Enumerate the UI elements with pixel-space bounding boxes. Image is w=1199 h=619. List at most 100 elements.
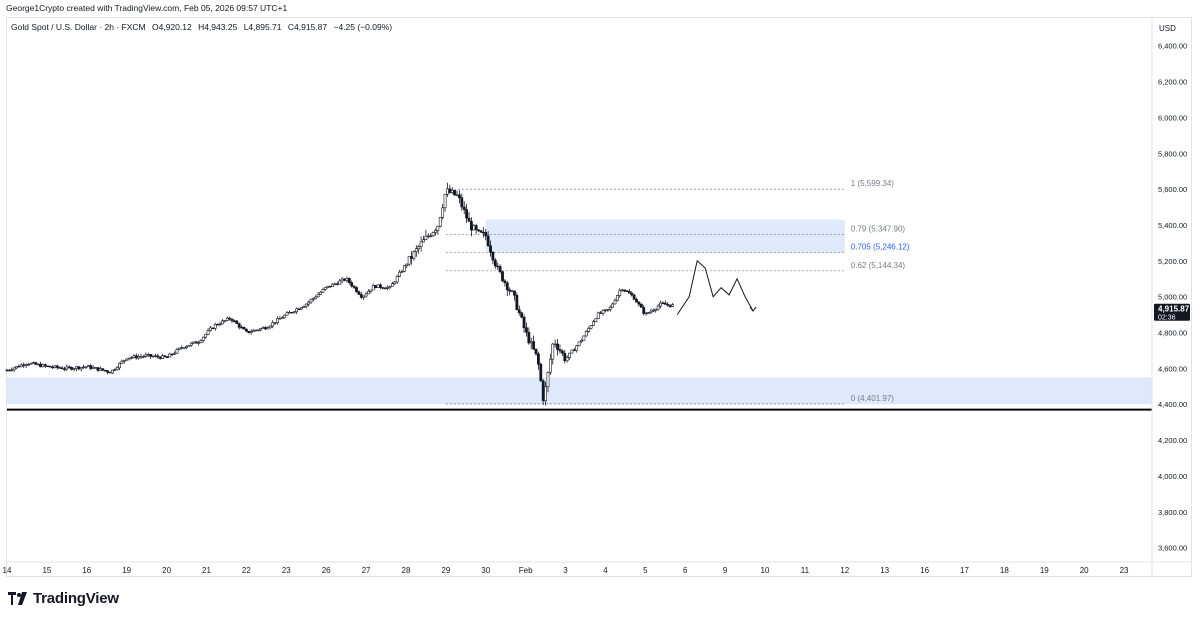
candle-body xyxy=(541,380,545,402)
candle-body xyxy=(314,296,318,299)
candle-body xyxy=(381,287,385,289)
x-tick-label: 20 xyxy=(162,566,171,575)
candle-body xyxy=(19,364,23,368)
x-tick-label: 9 xyxy=(723,566,728,575)
candle-body xyxy=(517,309,521,314)
candle-body xyxy=(548,358,552,373)
candle-body xyxy=(110,369,114,374)
x-tick-label: 26 xyxy=(322,566,331,575)
y-tick-label: 6,000.00 xyxy=(1158,113,1187,122)
candle-body xyxy=(106,370,109,373)
candle-body xyxy=(300,307,303,310)
candle-body xyxy=(53,365,57,368)
candle-body xyxy=(671,304,674,307)
candle-body xyxy=(194,341,198,344)
candle-body xyxy=(15,365,18,369)
candle-body xyxy=(493,259,497,267)
candle-body xyxy=(115,367,119,370)
candle-body xyxy=(429,235,433,237)
candle-body xyxy=(82,366,85,369)
candle-body xyxy=(556,343,559,350)
fib-label: 0 (4,401.97) xyxy=(851,394,894,403)
x-tick-label: 28 xyxy=(402,566,411,575)
change-value: −4.25 (−0.09%) xyxy=(333,22,393,32)
candle-body xyxy=(453,190,457,196)
candle-body xyxy=(659,302,662,307)
candle-body xyxy=(644,312,648,315)
candle-body xyxy=(374,285,378,288)
candle-body xyxy=(165,356,169,359)
candle-body xyxy=(350,282,354,287)
candle-body xyxy=(458,194,461,199)
candle-body xyxy=(101,368,105,371)
candle-body xyxy=(544,386,547,402)
high-value: H4,943.25 xyxy=(198,22,238,32)
fib-label: 0.79 (5,347.90) xyxy=(851,224,906,233)
candle-body xyxy=(31,362,35,364)
candle-body xyxy=(434,230,437,233)
candle-body xyxy=(139,356,143,358)
candle-body xyxy=(86,365,90,368)
x-tick-label: 21 xyxy=(202,566,211,575)
candle-body xyxy=(10,369,14,371)
y-tick-label: 4,600.00 xyxy=(1158,364,1187,373)
candle-body xyxy=(146,354,150,356)
candle-body xyxy=(642,307,646,314)
y-tick-label: 5,800.00 xyxy=(1158,149,1187,158)
candle-body xyxy=(113,369,117,371)
candle-body xyxy=(484,232,488,237)
candle-body xyxy=(402,265,406,272)
candle-body xyxy=(661,302,665,305)
candle-body xyxy=(438,217,442,227)
candle-body xyxy=(333,283,337,285)
candle-body xyxy=(637,301,641,305)
candle-body xyxy=(280,317,284,319)
candle-body xyxy=(5,369,9,372)
candle-body xyxy=(144,354,148,357)
x-tick-label: 4 xyxy=(603,566,608,575)
candle-body xyxy=(134,355,138,359)
tradingview-logo[interactable]: TradingView xyxy=(8,590,119,607)
current-price-tag xyxy=(1154,303,1190,321)
candle-body xyxy=(414,248,418,252)
candle-body xyxy=(43,364,47,367)
candle-body xyxy=(510,290,514,293)
x-tick-label: 30 xyxy=(481,566,490,575)
candle-body xyxy=(127,357,131,360)
y-tick-label: 4,800.00 xyxy=(1158,329,1187,338)
candle-body xyxy=(618,290,622,296)
candle-body xyxy=(441,207,445,218)
candle-body xyxy=(323,287,327,290)
candle-body xyxy=(623,289,626,292)
y-tick-label: 4,400.00 xyxy=(1158,400,1187,409)
candle-body xyxy=(335,283,339,285)
candle-body xyxy=(283,314,287,319)
candle-body xyxy=(568,352,571,358)
candle-body xyxy=(422,239,425,243)
candle-body xyxy=(343,278,346,281)
candle-body xyxy=(477,229,480,232)
candle-body xyxy=(616,295,619,301)
candle-body xyxy=(244,328,248,332)
candle-body xyxy=(273,322,277,324)
candle-body xyxy=(460,197,464,208)
candle-body xyxy=(589,325,593,329)
candle-body xyxy=(599,312,603,314)
candle-body xyxy=(240,326,243,329)
candle-body xyxy=(513,290,516,296)
candle-body xyxy=(228,317,232,320)
candle-body xyxy=(254,329,258,332)
candle-body xyxy=(201,336,205,341)
candle-body xyxy=(472,225,476,231)
candle-body xyxy=(572,349,576,352)
candle-body xyxy=(467,217,471,222)
candle-body xyxy=(575,345,579,351)
candle-body xyxy=(419,241,423,247)
candle-body xyxy=(149,354,153,357)
candle-body xyxy=(55,365,59,368)
candle-body xyxy=(24,364,28,366)
candle-body xyxy=(288,311,291,314)
candle-body xyxy=(307,301,311,305)
candle-body xyxy=(620,289,624,291)
